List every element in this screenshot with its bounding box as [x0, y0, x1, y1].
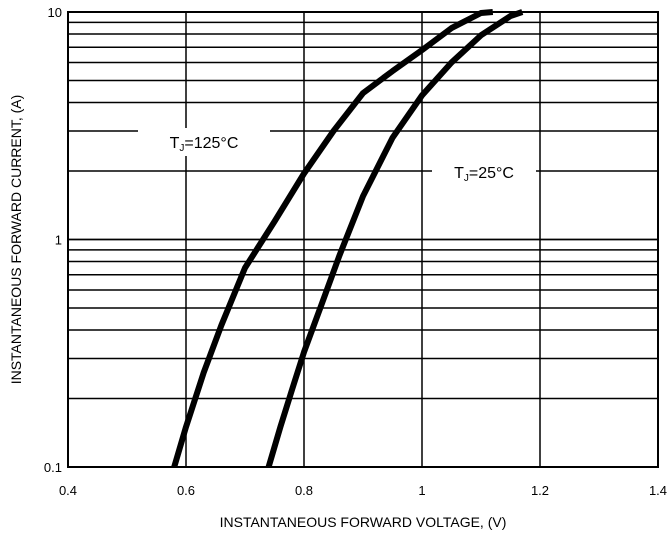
x-axis-title: INSTANTANEOUS FORWARD VOLTAGE, (V) — [220, 514, 507, 530]
series-line-tj-125c — [171, 9, 494, 468]
series-annotation-label: TJ=25°C — [454, 165, 514, 184]
y-tick-label: 1 — [55, 233, 62, 248]
x-tick-label: 1.2 — [531, 483, 549, 498]
plot-curves — [171, 9, 524, 468]
annotation-background — [138, 128, 270, 156]
x-tick-label: 0.6 — [177, 483, 195, 498]
x-tick-label: 1 — [418, 483, 425, 498]
y-axis-title: INSTANTANEOUS FORWARD CURRENT, (A) — [8, 95, 24, 385]
plot-grid — [68, 12, 658, 467]
plot-annotations: TJ=125°C TJ=25°C — [138, 128, 536, 186]
series-annotation-label: TJ=125°C — [170, 135, 239, 154]
axis-ticks: 0.4 0.6 0.8 1 1.2 1.4 0.1 1 10 — [44, 5, 667, 498]
x-tick-label: 0.4 — [59, 483, 77, 498]
x-tick-label: 1.4 — [649, 483, 667, 498]
plot-frame — [67, 11, 659, 468]
series-line-tj-25c — [265, 9, 524, 468]
y-tick-label: 10 — [48, 5, 62, 20]
annotation-background — [432, 158, 536, 186]
x-tick-label: 0.8 — [295, 483, 313, 498]
y-tick-label: 0.1 — [44, 460, 62, 475]
